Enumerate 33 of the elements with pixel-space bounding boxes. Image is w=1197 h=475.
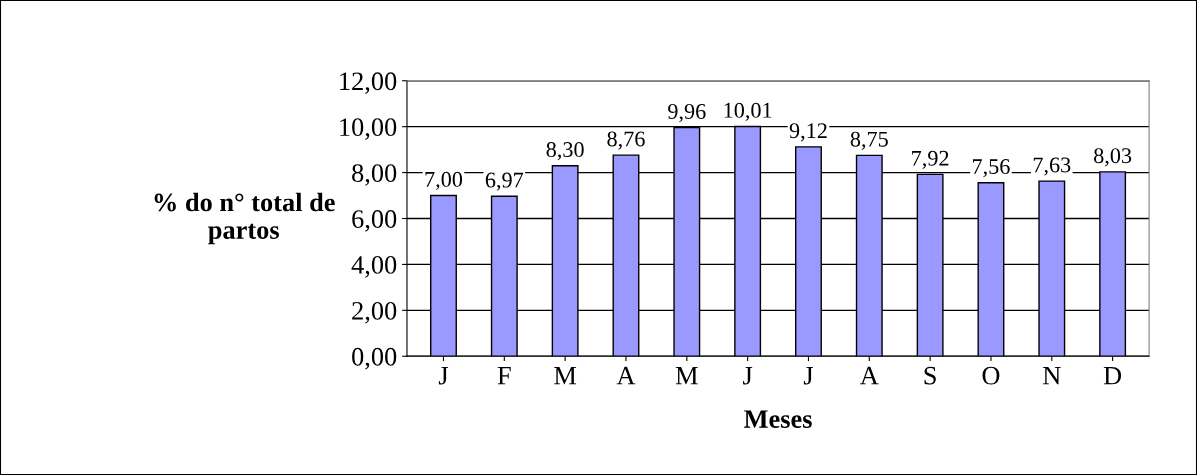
data-label: 8,30 (546, 142, 584, 161)
y-axis-title: % do n° total de partos (154, 192, 335, 245)
x-tick-label: A (860, 366, 879, 385)
x-tick-label: S (924, 366, 936, 385)
data-label: 7,56 (972, 159, 1010, 178)
x-axis-title: Meses (744, 410, 812, 428)
data-label: 8,75 (850, 131, 888, 150)
data-label: 9,12 (789, 123, 827, 142)
data-label: 9,96 (668, 103, 706, 123)
y-tick-label: 4,00 (351, 256, 397, 278)
x-tick-label: M (675, 367, 698, 385)
x-tick-label: J (743, 367, 753, 385)
x-tick-label: D (1103, 367, 1122, 385)
data-label: 6,97 (485, 172, 524, 191)
x-tick-label: J (438, 367, 449, 385)
data-label: 8,03 (1094, 148, 1132, 167)
data-label: 10,01 (724, 102, 772, 121)
x-tick-label: J (803, 367, 814, 385)
y-tick-label: 0,00 (352, 347, 397, 370)
x-tick-label: F (497, 367, 511, 385)
y-tick-label: 6,00 (352, 210, 397, 232)
x-tick-label: M (554, 367, 577, 385)
data-label: 8,76 (607, 131, 645, 150)
x-tick-label: A (616, 366, 636, 385)
x-tick-label: N (1043, 367, 1061, 385)
y-tick-label: 8,00 (352, 164, 397, 186)
data-label: 7,92 (912, 150, 949, 169)
x-tick-label: O (982, 366, 1000, 385)
y-tick-label: 10,00 (340, 118, 397, 140)
data-label: 7,00 (425, 171, 463, 191)
data-label: 7,63 (1033, 157, 1071, 176)
y-tick-label: 12,00 (340, 72, 397, 94)
y-tick-label: 2,00 (352, 301, 397, 324)
